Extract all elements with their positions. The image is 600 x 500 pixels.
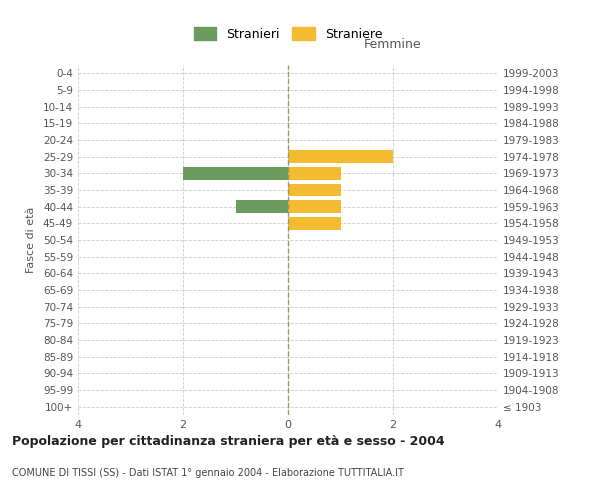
Bar	[288, 150, 393, 163]
Y-axis label: Fasce di età: Fasce di età	[26, 207, 36, 273]
Legend: Stranieri, Straniere: Stranieri, Straniere	[189, 22, 387, 46]
Bar	[288, 200, 341, 213]
Bar	[183, 167, 288, 179]
Text: COMUNE DI TISSI (SS) - Dati ISTAT 1° gennaio 2004 - Elaborazione TUTTITALIA.IT: COMUNE DI TISSI (SS) - Dati ISTAT 1° gen…	[12, 468, 404, 477]
Text: Popolazione per cittadinanza straniera per età e sesso - 2004: Popolazione per cittadinanza straniera p…	[12, 435, 445, 448]
Text: Femmine: Femmine	[364, 38, 422, 51]
Bar	[288, 167, 341, 179]
Bar	[288, 184, 341, 196]
Bar	[288, 217, 341, 230]
Bar	[235, 200, 288, 213]
